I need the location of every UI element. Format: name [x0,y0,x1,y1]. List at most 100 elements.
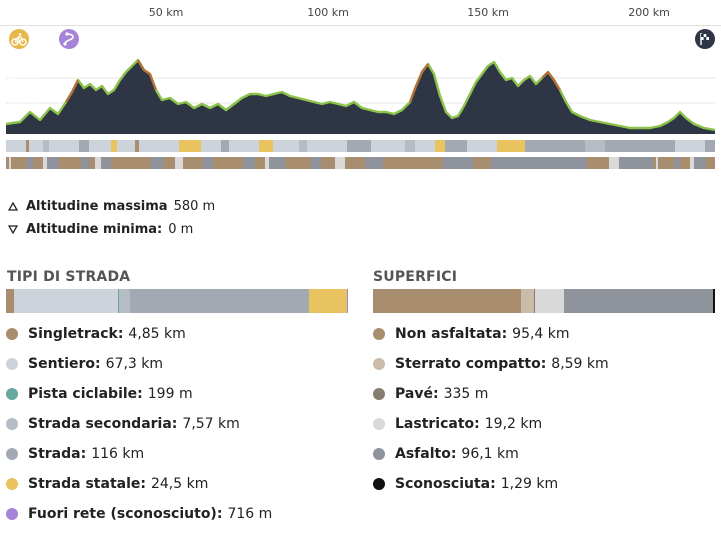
strip-segment [705,140,715,152]
bar-segment[interactable] [130,289,310,313]
legend-item[interactable]: Lastricato: 19,2 km [373,416,542,432]
legend-item[interactable]: Pavé: 335 m [373,386,488,402]
bar-segment[interactable] [564,289,713,313]
strip-segment [491,157,587,169]
bar-segment[interactable] [373,289,521,313]
surface-strip[interactable] [6,157,715,169]
strip-segment [47,157,59,169]
strip-segment [6,140,26,152]
elevation-grade-accent [65,59,561,103]
altitude-max-label: Altitudine massima [26,199,168,214]
strip-segment [243,157,255,169]
road-types-bar[interactable] [6,289,348,313]
bar-segment[interactable] [346,289,348,313]
legend-dot-icon [6,418,18,430]
finish-flag-icon[interactable] [695,29,715,49]
legend-item[interactable]: Strada statale: 24,5 km [6,476,208,492]
legend-value: 716 m [227,506,273,522]
strip-segment [81,157,89,169]
strip-segment [585,140,605,152]
strip-segment [371,140,405,152]
elevation-line [5,58,716,132]
bar-segment[interactable] [13,289,118,313]
bar-segment[interactable] [118,289,131,313]
elevation-area [6,60,715,134]
legend-value: 95,4 km [512,326,570,342]
ruler-label-200: 200 km [628,6,670,19]
strip-segment [347,140,371,152]
strip-segment [307,140,347,152]
bar-segment[interactable] [712,289,715,313]
ruler-line [0,25,721,26]
altitude-min-value: 0 m [168,222,194,237]
strip-segment [443,157,473,169]
legend-item[interactable]: Sterrato compatto: 8,59 km [373,356,609,372]
legend-item[interactable]: Singletrack: 4,85 km [6,326,186,342]
bar-segment[interactable] [309,289,347,313]
bike-start-icon[interactable] [9,29,29,49]
legend-value: 1,29 km [500,476,559,492]
strip-segment [26,140,29,152]
bar-segment[interactable] [534,289,565,313]
elevation-profile-chart[interactable]: 400 m 200 m [0,50,721,134]
y-label-400: 400 m [8,73,40,84]
strip-segment [183,157,203,169]
legend-item[interactable]: Sconosciuta: 1,29 km [373,476,558,492]
bar-segment[interactable] [520,289,534,313]
strip-segment [213,157,243,169]
strip-segment [203,157,213,169]
bar-segment[interactable] [6,289,14,313]
legend-dot-icon [6,478,18,490]
strip-segment [6,157,9,169]
surfaces-legend: Non asfaltata: 95,4 km Sterrato compatto: 8… [373,326,713,506]
legend-dot-icon [373,328,385,340]
strip-segment [163,157,175,169]
legend-dot-icon [373,388,385,400]
strip-segment [89,140,111,152]
ruler-label-50: 50 km [148,6,184,19]
legend-item[interactable]: Pista ciclabile: 199 m [6,386,193,402]
bar-segment[interactable] [117,289,119,313]
legend-name: Pavé: [395,386,439,402]
legend-dot-icon [373,358,385,370]
legend-value: 67,3 km [105,356,164,372]
legend-item[interactable]: Sentiero: 67,3 km [6,356,163,372]
strip-segment [619,157,653,169]
strip-segment [59,157,81,169]
legend-dot-icon [6,358,18,370]
legend-name: Strada: [28,446,87,462]
strip-segment [201,140,221,152]
strip-segment [473,157,491,169]
strip-segment [151,157,163,169]
strip-segment [658,157,674,169]
legend-value: 8,59 km [551,356,609,372]
road-type-strip[interactable] [6,140,715,152]
legend-item[interactable]: Asfalto: 96,1 km [373,446,519,462]
legend-item[interactable]: Non asfaltata: 95,4 km [373,326,570,342]
strip-segment [690,157,694,169]
ruler-label-100: 100 km [307,6,349,19]
strip-segment [605,140,675,152]
route-waypoint-icon[interactable] [59,29,79,49]
strip-segment [335,157,345,169]
legend-item[interactable]: Fuori rete (sconosciuto): 716 m [6,506,272,522]
strip-segment [285,157,311,169]
surfaces-bar[interactable] [373,289,715,313]
legend-item[interactable]: Strada: 116 km [6,446,144,462]
legend-value: 335 m [443,386,489,402]
strip-segment [179,140,201,152]
legend-dot-icon [6,388,18,400]
triangle-down-icon [8,225,18,234]
bar-segment[interactable] [533,289,535,313]
road-types-title: TIPI DI STRADA [7,269,131,285]
strip-segment [680,157,690,169]
legend-item[interactable]: Strada secondaria: 7,57 km [6,416,240,432]
strip-segment [29,140,43,152]
strip-segment [33,157,43,169]
strip-segment [674,157,680,169]
strip-segment [405,140,415,152]
strip-segment [299,140,307,152]
strip-segment [139,140,179,152]
strip-segment [383,157,443,169]
legend-name: Strada statale: [28,476,146,492]
